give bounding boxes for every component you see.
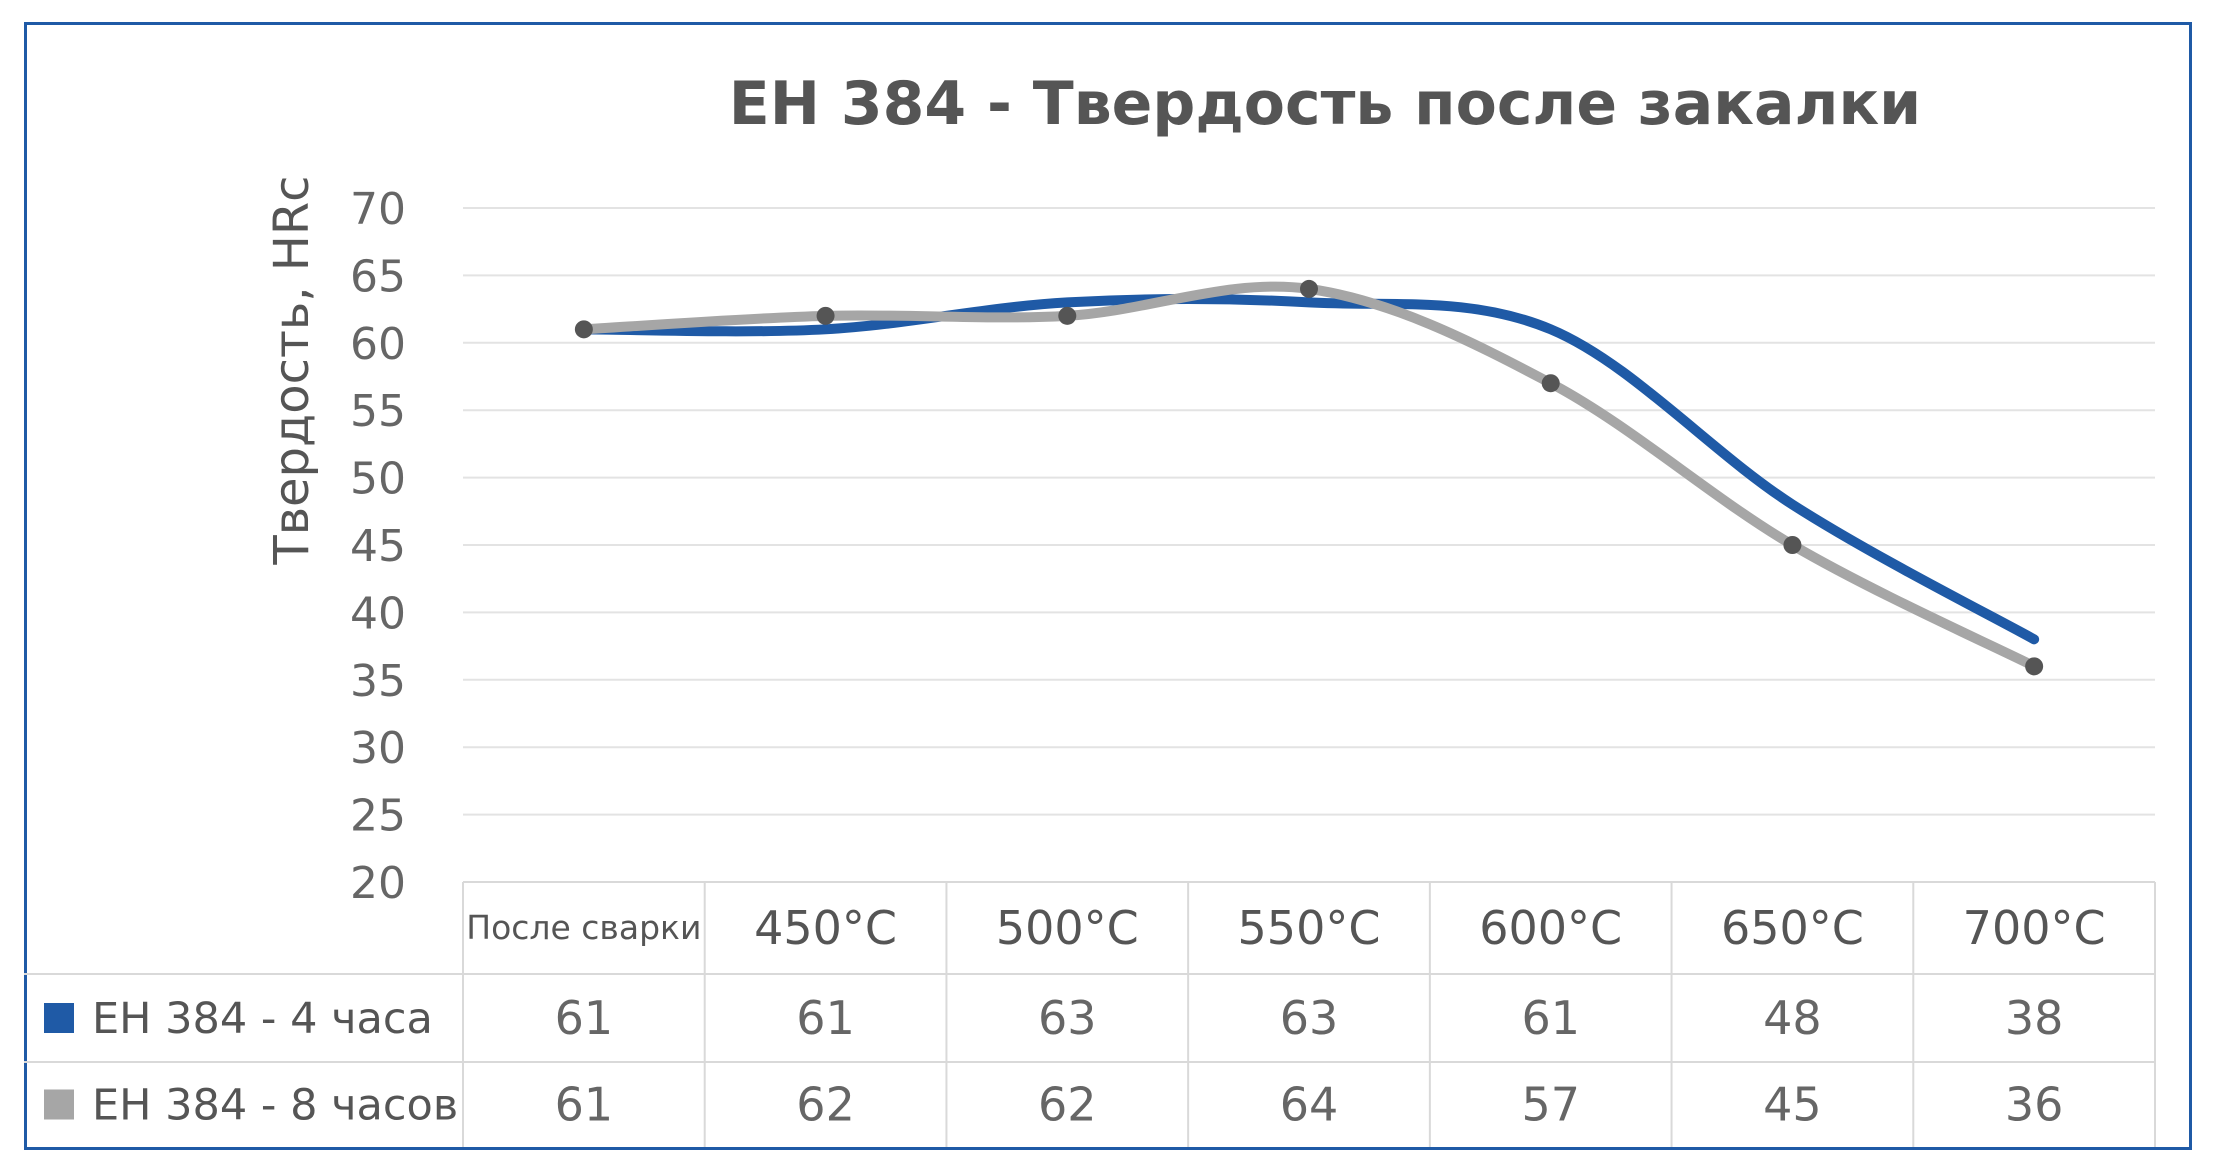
y-tick-label: 70 bbox=[350, 184, 406, 235]
table-cell: 61 bbox=[1521, 991, 1580, 1045]
x-category-label: После сварки bbox=[466, 908, 701, 947]
y-tick-label: 60 bbox=[350, 319, 406, 370]
series-markers bbox=[574, 279, 2044, 676]
table-cell: 63 bbox=[1038, 991, 1097, 1045]
y-axis-ticks: 70 65 60 55 50 45 40 35 30 25 20 bbox=[350, 184, 406, 909]
y-tick-label: 65 bbox=[350, 251, 406, 302]
y-tick-label: 30 bbox=[350, 723, 406, 774]
table-cell: 45 bbox=[1763, 1078, 1822, 1132]
gridlines bbox=[463, 207, 2155, 883]
legend-swatch bbox=[44, 1089, 74, 1120]
table-cell: 38 bbox=[2005, 991, 2064, 1045]
data-point-marker bbox=[1541, 374, 1560, 393]
table-cell: 57 bbox=[1521, 1078, 1580, 1132]
x-category-label: 700°C bbox=[1963, 901, 2106, 955]
data-point-marker bbox=[1300, 279, 1318, 298]
y-tick-label: 40 bbox=[350, 588, 406, 639]
y-tick-label: 55 bbox=[350, 386, 406, 437]
data-point-marker bbox=[1783, 536, 1802, 554]
data-point-marker bbox=[816, 306, 835, 325]
table-cell: 61 bbox=[555, 991, 614, 1045]
series-line bbox=[578, 293, 2040, 645]
chart-title: ЕН 384 - Твердость после закалки bbox=[729, 69, 1921, 139]
y-axis-label: Твердость, HRc bbox=[264, 175, 320, 565]
table-cell: 62 bbox=[796, 1078, 855, 1132]
table-cell: 61 bbox=[796, 991, 855, 1045]
data-point-marker bbox=[1058, 306, 1077, 325]
data-point-marker bbox=[2025, 657, 2044, 676]
data-point-marker bbox=[574, 320, 593, 339]
table-cell: 63 bbox=[1280, 991, 1339, 1045]
table-cell: 64 bbox=[1280, 1078, 1339, 1132]
y-tick-label: 25 bbox=[350, 791, 406, 842]
y-tick-label: 35 bbox=[350, 656, 406, 707]
legend-label: ЕН 384 - 8 часов bbox=[92, 1081, 458, 1131]
legend-swatch bbox=[44, 1003, 74, 1033]
data-table: После сварки 450°C 500°C 550°C 600°C 650°C 700… bbox=[24, 881, 2156, 1147]
x-category-label: 500°C bbox=[996, 901, 1139, 955]
y-tick-label: 20 bbox=[350, 858, 406, 909]
y-tick-label: 50 bbox=[350, 454, 406, 505]
x-category-label: 650°C bbox=[1721, 901, 1864, 955]
table-cell: 48 bbox=[1763, 991, 1822, 1045]
x-category-label: 450°C bbox=[754, 901, 897, 955]
x-category-label: 600°C bbox=[1479, 901, 1622, 955]
table-cell: 36 bbox=[2005, 1078, 2064, 1132]
legend-label: ЕН 384 - 4 часа bbox=[92, 994, 433, 1044]
table-cell: 62 bbox=[1038, 1078, 1097, 1132]
y-tick-label: 45 bbox=[350, 521, 406, 572]
x-category-label: 550°C bbox=[1238, 901, 1381, 955]
table-cell: 61 bbox=[555, 1078, 614, 1132]
chart-frame bbox=[24, 22, 2192, 1150]
